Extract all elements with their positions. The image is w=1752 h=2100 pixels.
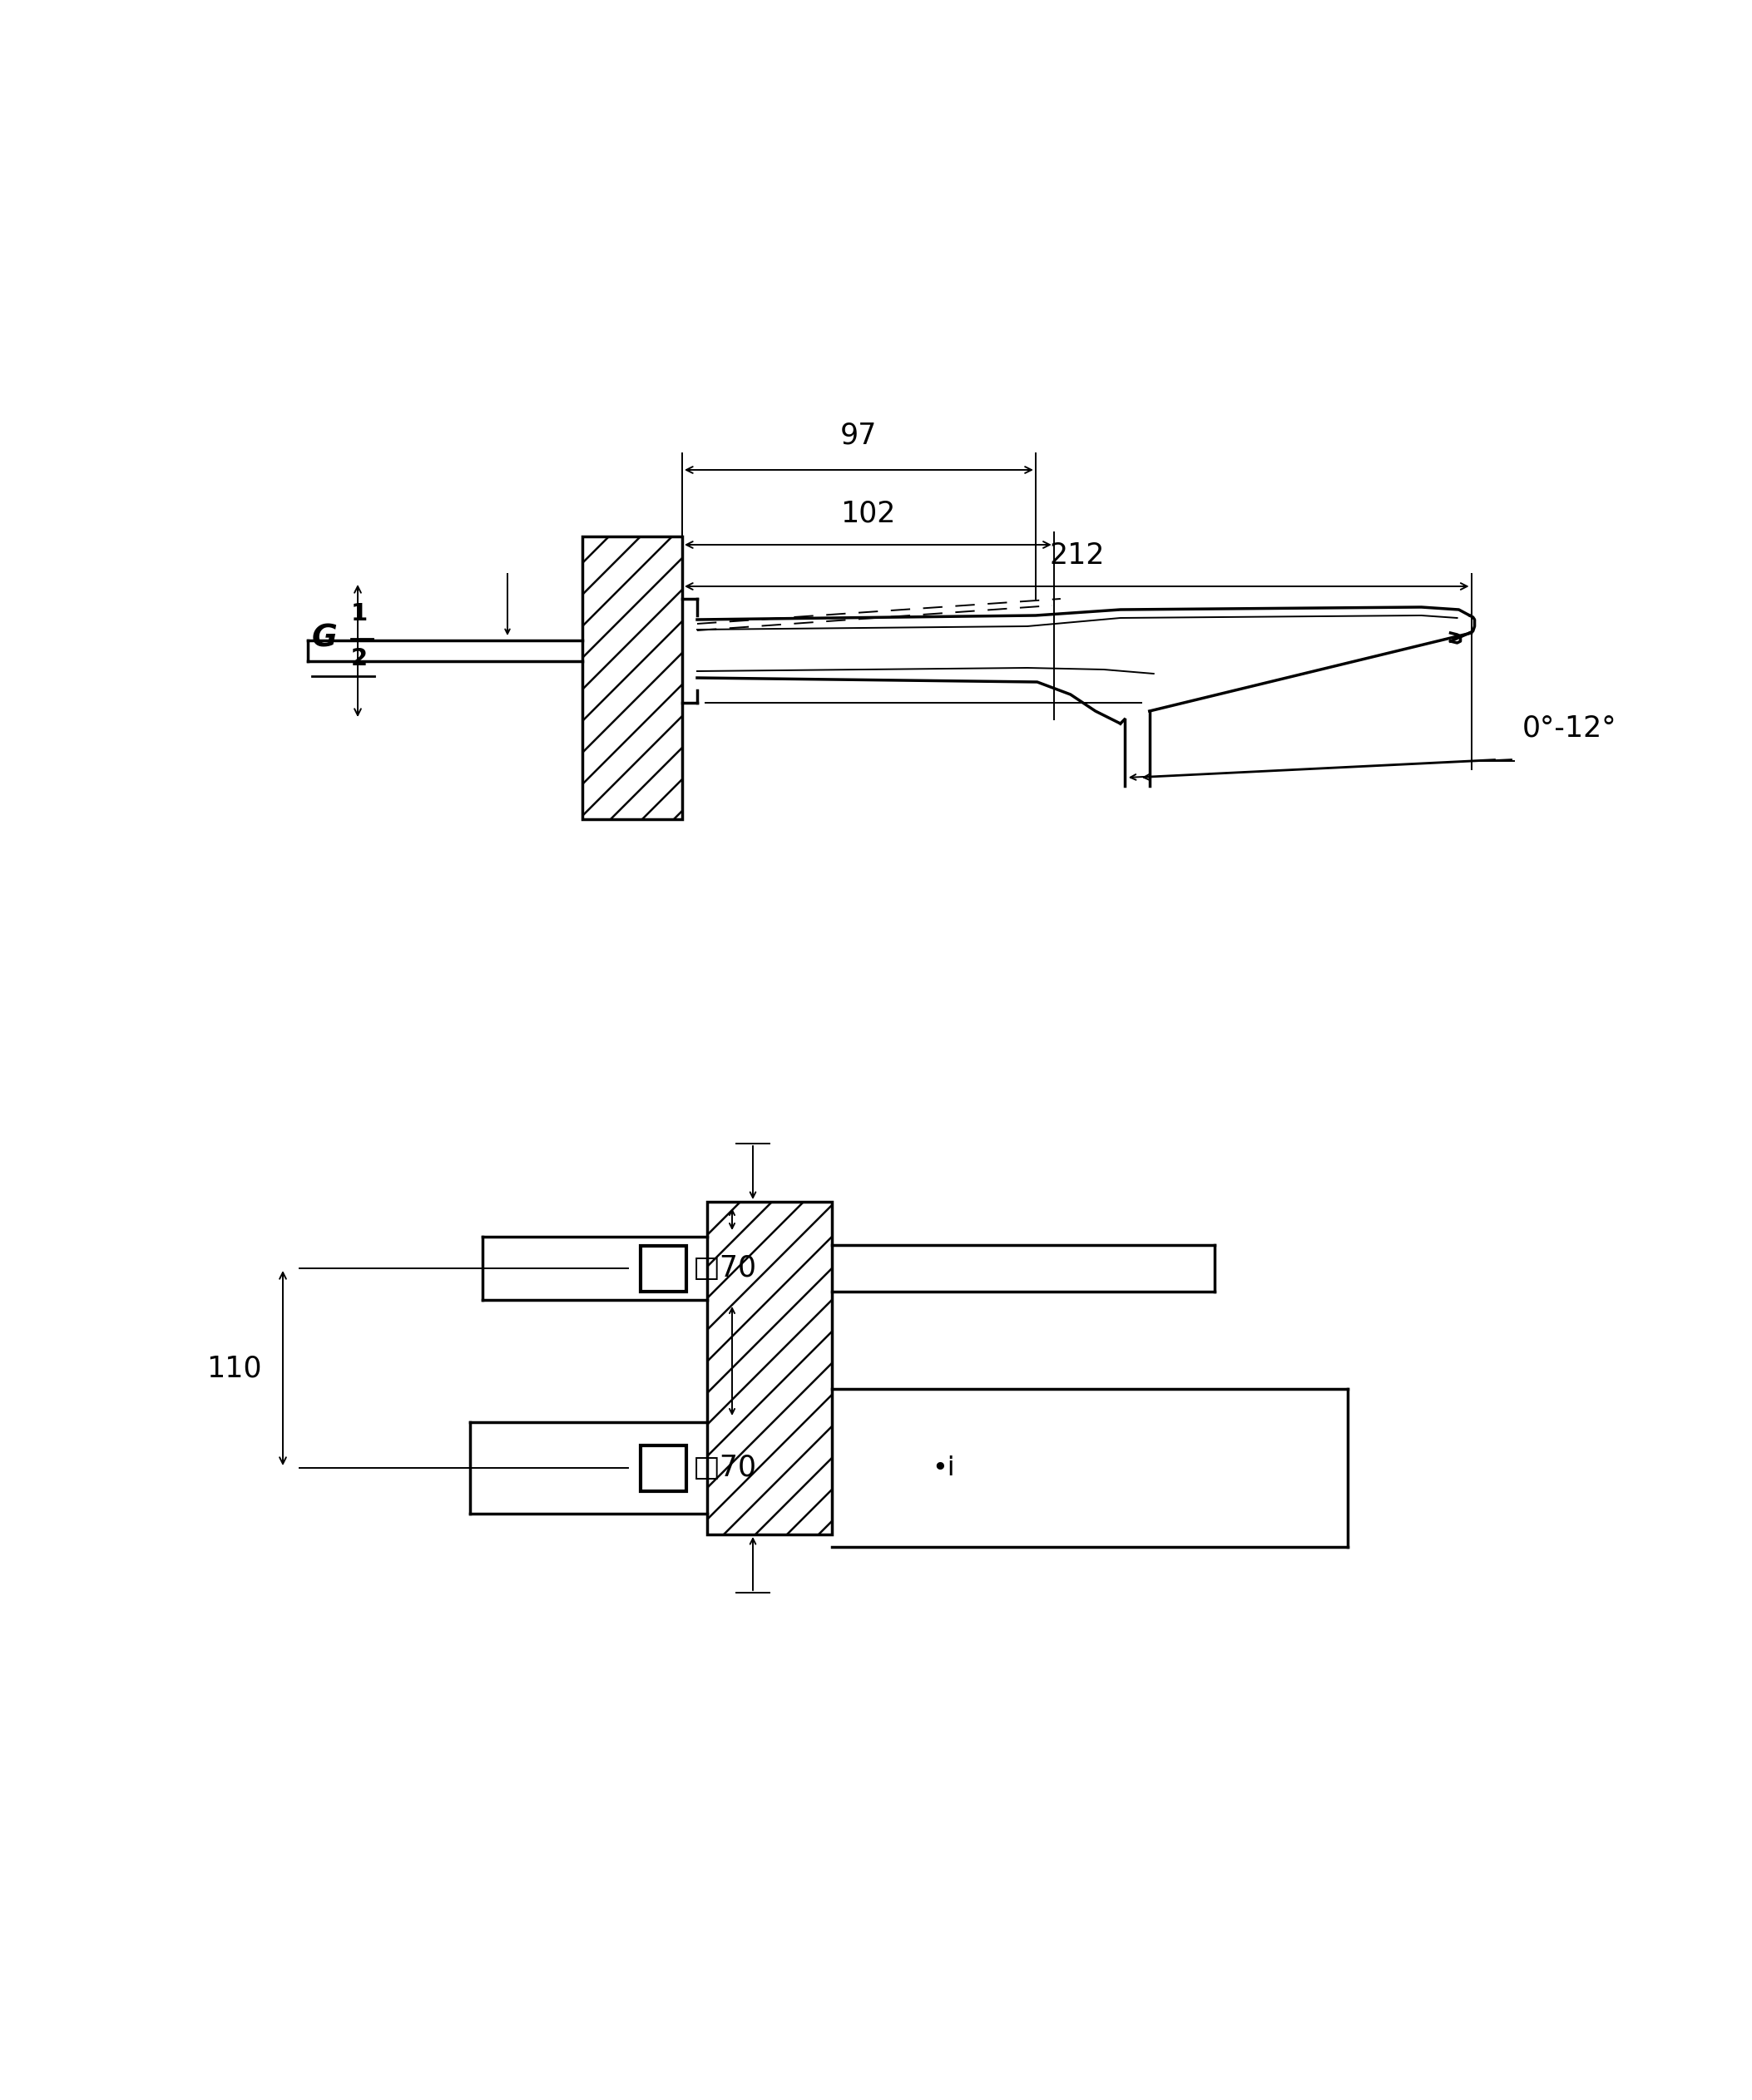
Text: □70: □70 [694,1453,757,1483]
Bar [641,1445,687,1491]
Bar [582,536,682,819]
Text: •i: •i [932,1455,955,1480]
Text: 97: 97 [841,420,878,449]
Text: 110: 110 [207,1354,263,1382]
Text: 1: 1 [350,603,368,626]
Bar [641,1245,687,1291]
Text: 212: 212 [1049,542,1104,569]
Text: 2: 2 [350,647,368,670]
Text: 0°-12°: 0°-12° [1522,714,1617,741]
Text: □70: □70 [694,1254,757,1283]
Text: 102: 102 [841,500,895,527]
Bar [708,1201,832,1535]
Text: G: G [312,624,336,653]
